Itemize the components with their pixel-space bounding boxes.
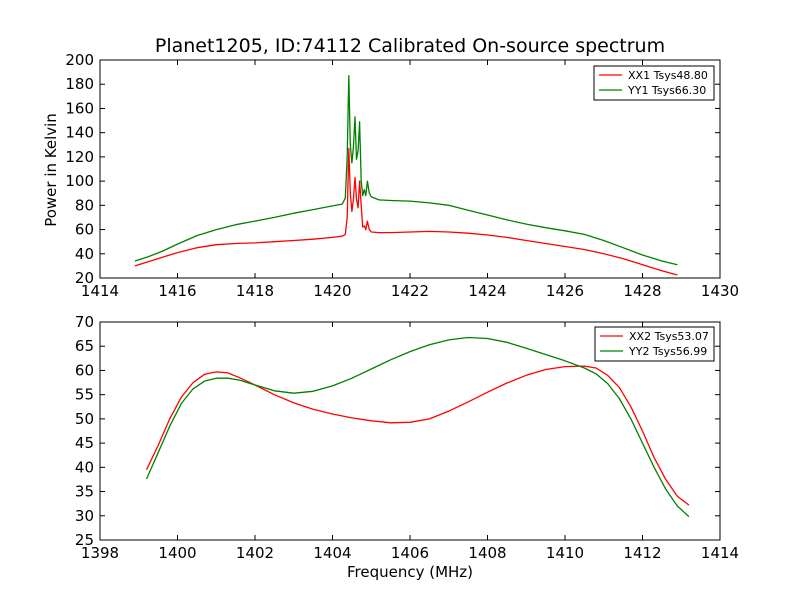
top-series-line-2 [134,75,678,266]
bottom-x-tick-label: 1412 [623,544,661,562]
bottom-y-tick-label: 65 [75,337,94,355]
top-legend-label-2: YY1 Tsys66.30 [627,84,706,97]
top-legend-box [593,65,715,101]
bottom-y-tick-label: 35 [75,483,94,501]
top-y-tick-label: 160 [65,99,94,117]
bottom-x-tick-label: 1414 [701,544,739,562]
bottom-x-tick-label: 1408 [468,544,506,562]
bottom-x-tick-label: 1404 [313,544,351,562]
bottom-y-tick-label: 70 [75,313,94,331]
top-x-tick-label: 1416 [158,282,196,300]
bottom-x-tick-label: 1406 [391,544,429,562]
bottom-y-tick-label: 25 [75,531,94,549]
top-legend-label-1: XX1 Tsys48.80 [628,69,708,82]
bottom-x-tick-label: 1398 [81,544,119,562]
top-y-tick-label: 40 [75,245,94,263]
bottom-y-tick-label: 45 [75,434,94,452]
top-x-tick-label: 1418 [236,282,274,300]
bottom-x-tick-label: 1400 [158,544,196,562]
top-series-line-1 [134,147,678,276]
top-y-tick-label: 200 [65,51,94,69]
bottom-panel-x-axis-label: Frequency (MHz) [347,563,473,581]
bottom-legend-label-2: YY2 Tsys56.99 [628,345,707,358]
top-x-tick-label: 1430 [701,282,739,300]
figure-title: Planet1205, ID:74112 Calibrated On-sourc… [155,35,665,57]
bottom-y-tick-label: 50 [75,410,94,428]
top-x-tick-label: 1422 [391,282,429,300]
bottom-series-line-1 [145,365,690,506]
top-x-tick-label: 1414 [81,282,119,300]
top-y-tick-label: 60 [75,221,94,239]
bottom-legend-box [594,326,715,362]
bottom-x-tick-label: 1402 [236,544,274,562]
top-y-tick-label: 180 [65,75,94,93]
bottom-panel: 1398 1400 1402 1404 1406 1408 1410 1412 1414 25 30… [75,313,739,562]
bottom-legend-label-1: XX2 Tsys53.07 [629,330,709,343]
top-y-tick-label: 80 [75,196,94,214]
bottom-y-tick-label: 55 [75,386,94,404]
top-y-tick-label: 140 [65,124,94,142]
top-panel-y-axis-label: Power in Kelvin [42,113,60,227]
top-y-tick-label: 20 [75,269,94,287]
top-x-tick-label: 1424 [468,282,506,300]
bottom-x-tick-label: 1410 [546,544,584,562]
top-panel: 1414 1416 1418 1420 1422 1424 1426 1428 1430 20 40… [65,51,739,300]
bottom-series-line-2 [145,336,690,518]
bottom-y-tick-label: 40 [75,458,94,476]
bottom-y-tick-label: 60 [75,361,94,379]
top-y-tick-label: 120 [65,148,94,166]
top-x-tick-label: 1428 [623,282,661,300]
top-x-tick-label: 1426 [546,282,584,300]
bottom-y-tick-label: 30 [75,507,94,525]
top-y-tick-label: 100 [65,172,94,190]
top-x-tick-label: 1420 [313,282,351,300]
